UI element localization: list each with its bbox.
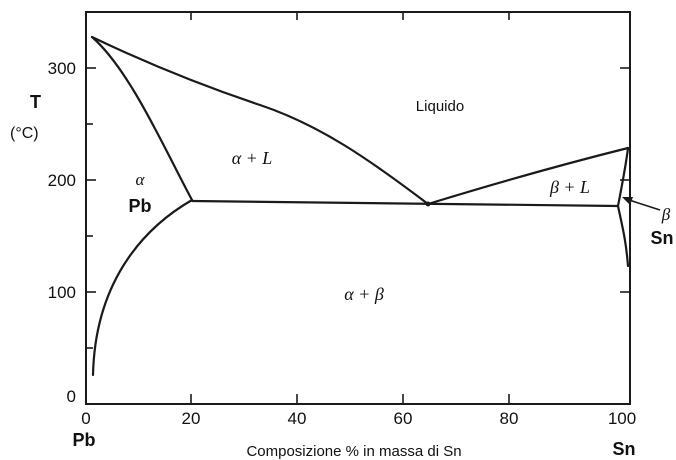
region-alpha-label: α bbox=[136, 170, 146, 189]
beta-pointer-arrow bbox=[622, 197, 661, 211]
x-tick-label-100: 100 bbox=[608, 409, 636, 428]
left-component-label: Pb bbox=[72, 430, 95, 450]
y-ticks bbox=[86, 67, 630, 349]
plot-frame bbox=[85, 11, 631, 405]
region-beta-liquid-label: β + L bbox=[549, 177, 590, 197]
y-axis-unit: (°C) bbox=[10, 125, 39, 142]
y-tick-label-100: 100 bbox=[48, 283, 76, 302]
solvus-beta-curve bbox=[616, 204, 630, 268]
right-component-label: Sn bbox=[612, 439, 635, 459]
x-ticks bbox=[190, 12, 510, 404]
region-beta-label: β bbox=[661, 205, 671, 224]
region-alpha-beta-label: α + β bbox=[344, 284, 384, 304]
y-tick-label-200: 200 bbox=[48, 171, 76, 190]
x-axis-title: Composizione % in massa di Sn bbox=[246, 443, 461, 460]
eutectic-line bbox=[190, 199, 620, 208]
solidus-beta-curve bbox=[616, 146, 630, 208]
x-tick-label-40: 40 bbox=[288, 409, 307, 428]
solidus-alpha-curve bbox=[90, 35, 194, 202]
region-beta-sub-label: Sn bbox=[650, 228, 673, 248]
region-liquid-label: Liquido bbox=[416, 98, 464, 115]
y-tick-label-300: 300 bbox=[48, 59, 76, 78]
x-tick-label-80: 80 bbox=[500, 409, 519, 428]
liquidus-right-curve bbox=[426, 146, 630, 206]
region-alpha-sub-label: Pb bbox=[128, 196, 151, 216]
x-tick-label-60: 60 bbox=[394, 409, 413, 428]
x-tick-label-20: 20 bbox=[182, 409, 201, 428]
solvus-alpha-curve bbox=[91, 198, 194, 377]
x-tick-label-0: 0 bbox=[81, 409, 90, 428]
liquidus-left-curve bbox=[90, 35, 430, 206]
eutectic-point bbox=[425, 201, 431, 207]
y-axis-title: T bbox=[30, 92, 41, 112]
region-alpha-liquid-label: α + L bbox=[232, 148, 273, 168]
y-tick-label-0: 0 bbox=[67, 387, 76, 406]
